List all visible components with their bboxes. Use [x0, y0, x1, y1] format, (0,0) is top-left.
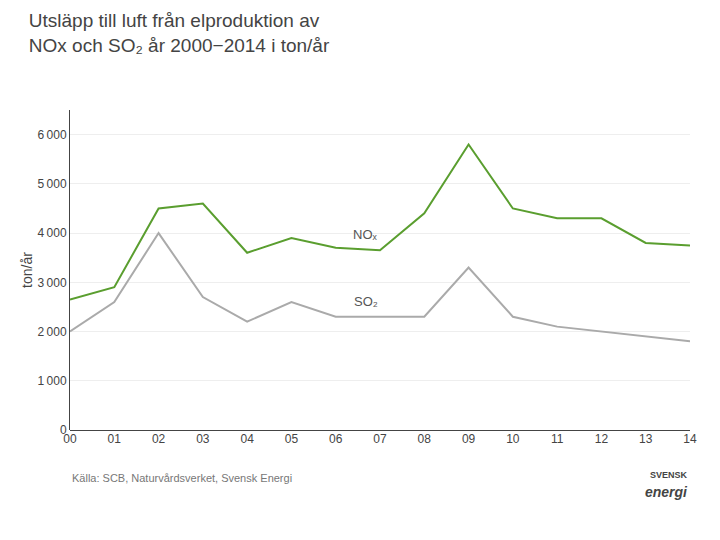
svg-text:03: 03 — [196, 432, 210, 446]
svg-text:04: 04 — [240, 432, 254, 446]
svg-text:SVENSK: SVENSK — [650, 470, 688, 480]
svg-text:4 000: 4 000 — [37, 226, 66, 240]
svg-text:08: 08 — [418, 432, 432, 446]
svg-text:2 000: 2 000 — [37, 325, 66, 339]
svg-text:Källa: SCB, Naturvårdsverket,: Källa: SCB, Naturvårdsverket, Svensk Ene… — [72, 472, 292, 484]
svg-text:Utsläpp till luft från elprodu: Utsläpp till luft från elproduktion avNO… — [29, 10, 330, 56]
svg-text:09: 09 — [462, 432, 476, 446]
svg-text:11: 11 — [551, 432, 564, 446]
svg-text:05: 05 — [285, 432, 299, 446]
svg-text:ton/år: ton/år — [19, 252, 35, 288]
svg-text:0: 0 — [60, 423, 67, 437]
svg-text:02: 02 — [152, 432, 166, 446]
svg-text:06: 06 — [329, 432, 343, 446]
svg-text:energi: energi — [645, 484, 688, 500]
svg-text:5 000: 5 000 — [37, 177, 66, 191]
svg-text:12: 12 — [595, 432, 609, 446]
svg-text:10: 10 — [506, 432, 520, 446]
svg-text:07: 07 — [373, 432, 387, 446]
svg-text:6 000: 6 000 — [37, 128, 66, 142]
svg-text:NOₓ: NOₓ — [353, 227, 378, 242]
svg-text:01: 01 — [108, 432, 122, 446]
svg-text:14: 14 — [683, 432, 697, 446]
svg-text:13: 13 — [639, 432, 653, 446]
svg-text:00: 00 — [63, 432, 77, 446]
svg-text:3 000: 3 000 — [37, 276, 66, 290]
svg-text:1 000: 1 000 — [37, 374, 66, 388]
svg-text:SO₂: SO₂ — [354, 294, 378, 309]
